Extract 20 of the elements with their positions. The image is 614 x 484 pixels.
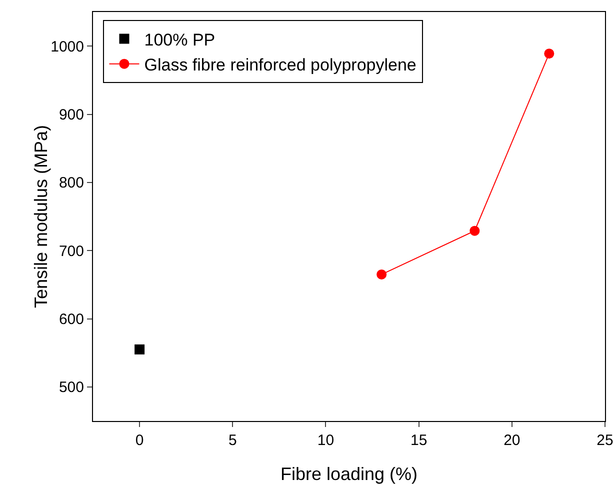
x-tick-label: 10: [317, 432, 334, 449]
point: [470, 226, 480, 236]
point: [376, 269, 387, 280]
x-axis-title: Fibre loading (%): [280, 464, 418, 484]
x-tick-label: 15: [410, 432, 428, 449]
y-tick-label: 1000: [50, 38, 84, 56]
legend-label: Glass fibre reinforced polypropylene: [144, 55, 416, 74]
point: [134, 344, 145, 354]
legend-label: 100% PP: [144, 30, 216, 50]
x-tick-label: 5: [228, 432, 237, 449]
x-tick-label: 0: [135, 432, 144, 449]
point: [544, 48, 554, 59]
y-tick-label: 800: [58, 174, 84, 192]
y-tick-label: 700: [58, 242, 84, 260]
x-tick-label: 20: [504, 432, 520, 449]
y-axis-title: Tensile modulus (MPa): [31, 124, 51, 308]
y-tick-label: 500: [58, 379, 84, 396]
y-tick-label: 900: [58, 106, 84, 124]
x-tick-label: 25: [596, 432, 614, 449]
y-tick-label: 600: [58, 311, 84, 328]
